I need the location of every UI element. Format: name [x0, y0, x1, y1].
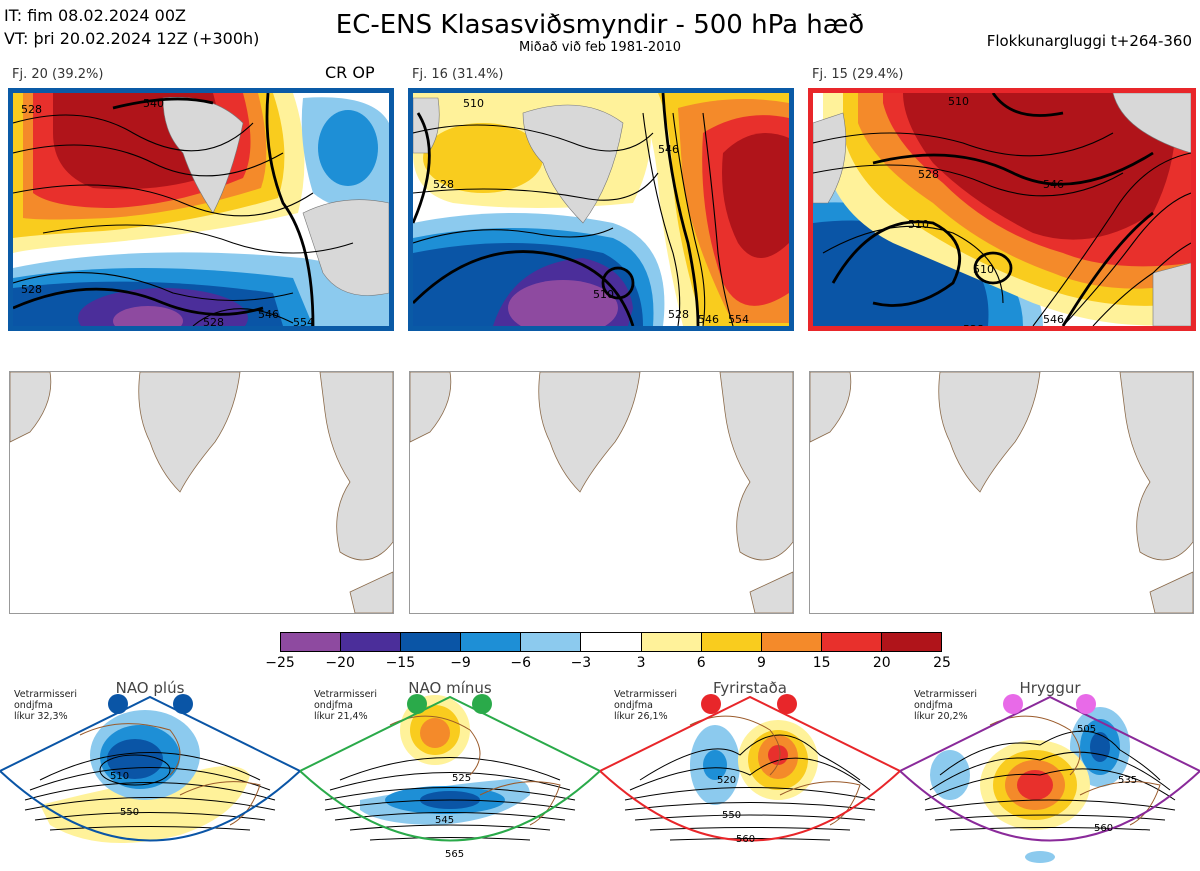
- regime-contour-label: 510: [110, 771, 129, 782]
- contour-label: 546: [1043, 178, 1064, 191]
- regime-2-title: NAO mínus: [408, 679, 492, 697]
- colorbar-tick-label: 6: [696, 655, 706, 671]
- regime-contour-label: 505: [1077, 724, 1096, 735]
- contour-label: 554: [293, 316, 314, 326]
- colorbar-tick-label: −25: [265, 655, 295, 671]
- colorbar-swatch: [281, 633, 342, 651]
- regime-4-title: Hryggur: [1019, 679, 1081, 697]
- colorbar-swatch: [401, 633, 462, 651]
- colorbar-swatch: [761, 633, 822, 651]
- colorbar-tick-label: −20: [325, 655, 355, 671]
- colorbar: [280, 632, 942, 652]
- contour-label: 528: [668, 308, 689, 321]
- colorbar-swatch: [521, 633, 582, 651]
- regime-contour-label: 520: [717, 775, 736, 786]
- regime-panel-1: 510 550 NAO plús Vetrarmisseri ondjfma l…: [0, 675, 300, 871]
- regime-contour-label: 535: [1118, 775, 1137, 786]
- colorbar-tick-label: −9: [450, 655, 471, 671]
- regime-contour-label: 545: [435, 815, 454, 826]
- contour-label: 510: [463, 97, 484, 110]
- contour-label: 546: [658, 143, 679, 156]
- regime-3-title: Fyrirstaða: [713, 679, 787, 697]
- colorbar-tick-label: 25: [933, 655, 951, 671]
- initial-time: IT: fim 08.02.2024 00Z: [4, 6, 186, 25]
- colorbar-tick-label: 15: [812, 655, 831, 671]
- colorbar-tick-label: −3: [570, 655, 592, 671]
- colorbar-swatch: [881, 633, 942, 651]
- header-times: IT: fim 08.02.2024 00Z VT: þri 20.02.202…: [4, 4, 259, 50]
- cluster-3-map: 510 528 546 510 510 528 546: [808, 88, 1196, 331]
- blank-map-3: [809, 371, 1194, 614]
- regime-panel-3: 520 550 560 Fyrirstaða Vetrarmisseri ond…: [600, 675, 900, 871]
- colorbar-tick-label: −6: [510, 655, 532, 671]
- contour-label: 528: [21, 283, 42, 296]
- contour-label: 510: [948, 95, 969, 108]
- colorbar-swatch: [581, 633, 642, 651]
- regime-contour-label: 525: [452, 773, 471, 784]
- blank-map-2: [409, 371, 794, 614]
- cluster-1-label: Fj. 20 (39.2%): [12, 67, 104, 82]
- contour-label: 528: [433, 178, 454, 191]
- regime-contour-label: 565: [445, 849, 464, 860]
- contour-label: 528: [963, 323, 984, 326]
- contour-label: 546: [258, 308, 279, 321]
- regime-contour-label: 560: [736, 834, 755, 845]
- contour-label: 528: [203, 316, 224, 326]
- colorbar-swatch: [701, 633, 762, 651]
- regime-contour-label: 560: [1094, 823, 1113, 834]
- classification-window: Flokkunargluggi t+264-360: [986, 32, 1192, 50]
- colorbar-tick-label: −15: [385, 655, 416, 671]
- contour-label: 540: [143, 97, 164, 110]
- colorbar-swatch: [461, 633, 522, 651]
- cluster-2-label: Fj. 16 (31.4%): [412, 67, 504, 82]
- cluster-1-extra: CR OP: [325, 63, 375, 82]
- cluster-3-label: Fj. 15 (29.4%): [812, 67, 904, 82]
- colorbar-swatch: [821, 633, 882, 651]
- contour-label: 528: [21, 103, 42, 116]
- cluster-2-map: 510 528 546 510 528 546 554: [408, 88, 794, 331]
- regime-panel-4: 505 535 560 Hryggur Vetrarmisseri ondjfm…: [900, 675, 1200, 871]
- regime-3-note: Vetrarmisseri ondjfma líkur 26,1%: [614, 689, 677, 722]
- colorbar-tick-label: 3: [636, 655, 646, 671]
- blank-map-1: [9, 371, 394, 614]
- page-subtitle: Miðað við feb 1981-2010: [518, 40, 682, 55]
- regime-1-note: Vetrarmisseri ondjfma líkur 32,3%: [14, 689, 77, 722]
- colorbar-tick-label: 9: [756, 655, 766, 671]
- regime-4-note: Vetrarmisseri ondjfma líkur 20,2%: [914, 689, 977, 722]
- contour-label: 546: [1043, 313, 1064, 326]
- regime-panel-2: 525 545 565 NAO mínus Vetrarmisseri ondj…: [300, 675, 600, 871]
- regime-1-title: NAO plús: [115, 679, 185, 697]
- page-title: EC-ENS Klasasviðsmyndir - 500 hPa hæð: [335, 10, 865, 40]
- colorbar-swatch: [341, 633, 402, 651]
- cluster-1-map: 528 540 528 528 546 554: [8, 88, 394, 331]
- regime-contour-label: 550: [722, 810, 741, 821]
- regime-contour-label: 550: [120, 807, 139, 818]
- regime-2-note: Vetrarmisseri ondjfma líkur 21,4%: [314, 689, 377, 722]
- valid-time: VT: þri 20.02.2024 12Z (+300h): [4, 29, 260, 48]
- contour-label: 546: [698, 313, 719, 326]
- colorbar-tick-label: 20: [872, 655, 891, 671]
- colorbar-swatch: [641, 633, 702, 651]
- contour-label: 510: [908, 218, 929, 231]
- contour-label: 528: [918, 168, 939, 181]
- contour-label: 510: [593, 288, 614, 301]
- contour-label: 554: [728, 313, 749, 326]
- contour-label: 510: [973, 263, 994, 276]
